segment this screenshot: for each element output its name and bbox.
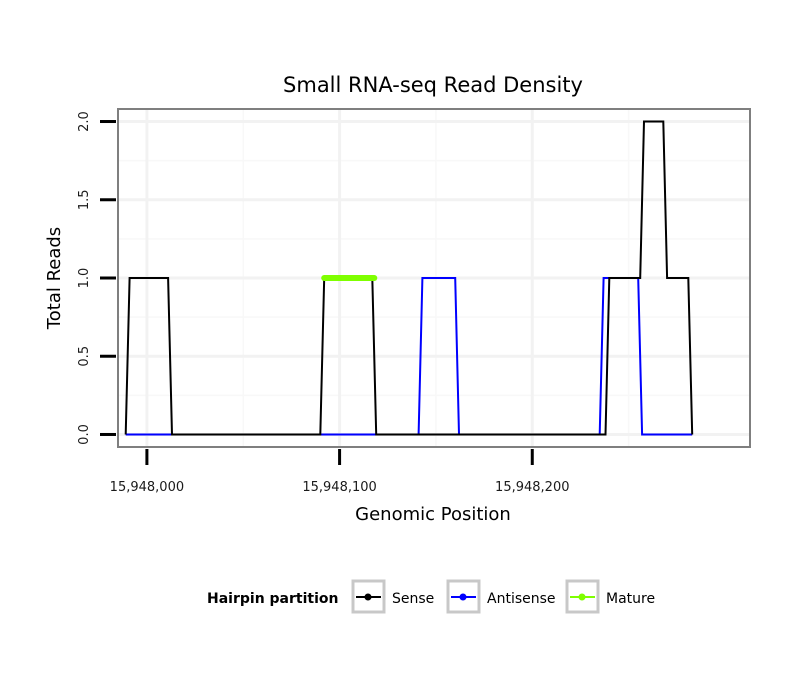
legend-label-antisense: Antisense: [487, 591, 556, 607]
plot-border: [117, 108, 751, 448]
plot-panel: [117, 108, 751, 448]
legend: Hairpin partition Sense Antisense Mature: [207, 579, 655, 614]
y-tick-label: 1.5: [77, 189, 92, 210]
legend-item-sense: Sense: [351, 579, 434, 614]
y-tick-label: 1.0: [77, 268, 92, 289]
data-series: [124, 120, 694, 436]
legend-title: Hairpin partition: [207, 591, 338, 607]
y-axis: 0.0 0.5 1.0 1.5 2.0: [77, 111, 116, 445]
x-tick-label: 15,948,100: [302, 480, 376, 495]
series-line-sense: [124, 120, 694, 436]
legend-item-antisense: Antisense: [446, 579, 556, 614]
y-axis-title: Total Reads: [44, 227, 65, 330]
y-tick-label: 2.0: [77, 111, 92, 132]
legend-label-sense: Sense: [392, 591, 434, 607]
x-tick-label: 15,948,200: [495, 480, 569, 495]
x-tick-label: 15,948,000: [110, 480, 184, 495]
y-tick-label: 0.0: [77, 424, 92, 445]
y-tick-label: 0.5: [77, 346, 92, 367]
chart-title: Small RNA-seq Read Density: [283, 73, 583, 97]
x-axis: 15,948,000 15,948,100 15,948,200: [110, 449, 569, 495]
legend-label-mature: Mature: [606, 591, 655, 607]
legend-point-sense: [364, 593, 372, 601]
legend-point-mature: [578, 593, 586, 601]
legend-item-mature: Mature: [565, 579, 655, 614]
legend-point-antisense: [459, 593, 467, 601]
x-axis-title: Genomic Position: [355, 504, 511, 525]
